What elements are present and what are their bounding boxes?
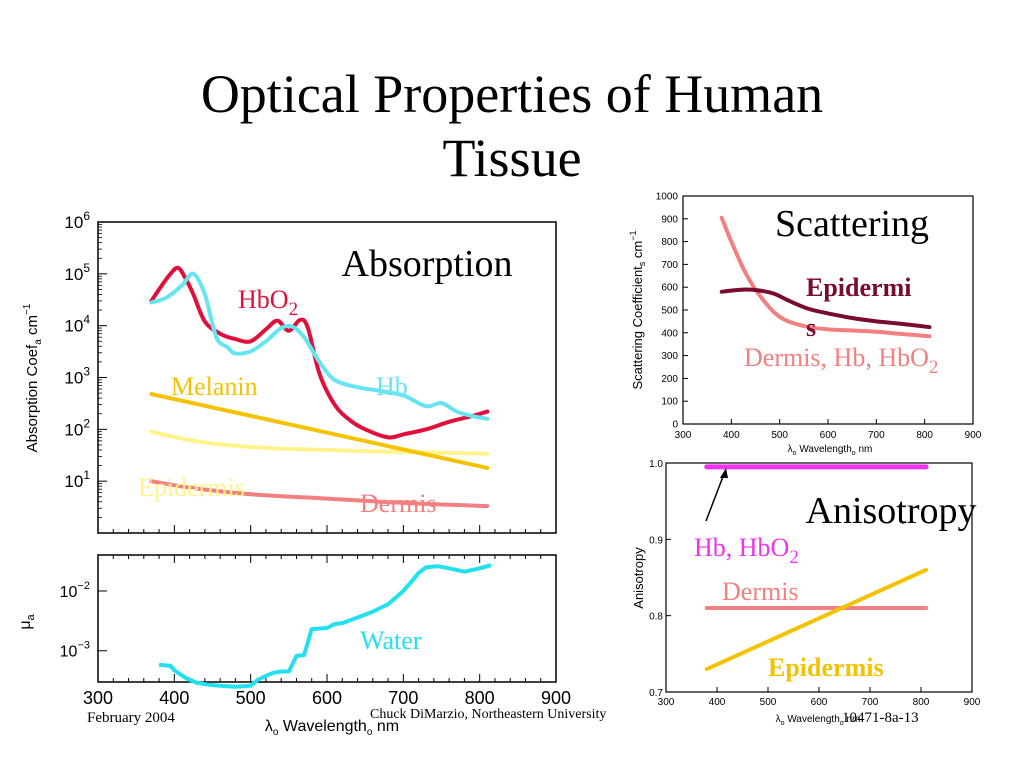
anisotropy-x-tick-label: 900 (964, 697, 981, 708)
series-line-hb (149, 271, 490, 421)
scattering-y-tick-label: 700 (661, 260, 678, 271)
water-x-tick-label: 500 (236, 688, 266, 708)
series-line-scatter-epidermis (719, 287, 932, 330)
scattering-y-axis-label: Scattering Coefficients cm−1 (628, 230, 647, 389)
series-line-scatter-dermis (719, 215, 932, 339)
absorption-chart: 106 105 104 103 102 101 Absorption Coefa cm−1 A… (22, 209, 557, 534)
scattering-y-tick-label: 1000 (656, 192, 679, 203)
water-y-tick-label: 10−2 (60, 580, 90, 601)
absorption-y-tick-label: 105 (64, 261, 90, 284)
water-x-tick-label: 700 (388, 688, 418, 708)
series-label-scatter-dermis: Dermis, Hb, HbO2 (744, 343, 938, 378)
anisotropy-y-tick-label: 0.9 (649, 535, 663, 546)
water-y-tick-label: 10−3 (60, 640, 90, 661)
absorption-y-tick-label: 103 (64, 365, 90, 388)
series-line-epidermis (149, 429, 490, 456)
series-line-dermis (149, 479, 490, 509)
series-label-scatter-epidermis-cont: s (806, 313, 816, 342)
water-x-tick-label: 300 (83, 688, 113, 708)
series-label-dermis: Dermis (360, 489, 437, 518)
scattering-x-tick-label: 300 (675, 430, 692, 441)
absorption-title: Absorption (342, 243, 513, 285)
scattering-x-tick-label: 900 (965, 430, 982, 441)
scattering-y-tick-label: 900 (661, 214, 678, 225)
footer-slide-id: 10471-8a-13 (842, 710, 919, 726)
series-line-aniso-epidermis (704, 567, 929, 672)
footer-date: February 2004 (87, 710, 175, 726)
series-line-water (158, 563, 492, 689)
absorption-y-tick-label: 104 (64, 313, 90, 336)
anisotropy-x-tick-label: 400 (709, 697, 726, 708)
anisotropy-x-tick-label: 300 (658, 697, 675, 708)
slide-title: Optical Properties of Human Tissue (0, 62, 1024, 190)
anisotropy-title: Anisotropy (806, 490, 977, 532)
anisotropy-x-tick-label: 800 (913, 697, 930, 708)
series-label-aniso-hb: Hb, HbO2 (694, 533, 799, 568)
scattering-title: Scattering (775, 203, 929, 245)
anisotropy-x-tick-label: 500 (760, 697, 777, 708)
water-x-axis-label: λo Wavelengtho nm (265, 718, 399, 738)
anisotropy-x-axis-label: λo Wavelengtho nm (776, 714, 861, 727)
series-label-hb: Hb (376, 372, 408, 401)
anisotropy-y-axis-label: Anisotropy (631, 547, 646, 609)
scattering-y-tick-label: 100 (661, 397, 678, 408)
anisotropy-x-tick-label: 700 (862, 697, 879, 708)
series-line-hbo2 (149, 265, 490, 440)
series-label-water: Water (360, 626, 422, 655)
scattering-y-tick-label: 400 (661, 328, 678, 339)
scattering-y-tick-label: 500 (661, 306, 678, 317)
series-label-aniso-epidermis: Epidermis (768, 653, 884, 682)
absorption-y-tick-label: 106 (64, 209, 90, 232)
scattering-x-tick-label: 600 (820, 430, 837, 441)
anisotropy-pointer-arrow (705, 473, 725, 522)
series-label-scatter-epidermis: Epidermi (806, 273, 911, 302)
anisotropy-pointer-arrowhead (720, 468, 728, 478)
slide-title-line1: Optical Properties of Human (200, 64, 824, 124)
scattering-x-axis-label: λo Wavelengtho nm (788, 444, 873, 457)
scattering-y-tick-label: 200 (661, 374, 678, 385)
anisotropy-y-tick-label: 0.8 (649, 612, 663, 623)
water-x-tick-label: 800 (465, 688, 495, 708)
series-label-hbo2: HbO2 (238, 285, 298, 320)
water-x-tick-label: 900 (541, 688, 571, 708)
series-label-epidermis: Epidermis (138, 473, 245, 502)
anisotropy-x-tick-label: 600 (811, 697, 828, 708)
anisotropy-y-tick-label: 1.0 (649, 459, 663, 470)
water-frame (97, 554, 557, 683)
series-line-melanin (149, 392, 490, 470)
absorption-y-tick-label: 102 (64, 416, 90, 439)
water-chart: 300 400 500 600 700 800 900 10−2 10−3 μa λo Wavele… (17, 554, 571, 738)
anisotropy-chart: 300 400 500 600 700 800 900 0.7 0.8 0.9 1.0 Anisotr… (631, 459, 981, 727)
water-x-tick-label: 600 (312, 688, 342, 708)
scattering-x-tick-label: 400 (723, 430, 740, 441)
series-label-aniso-dermis: Dermis (722, 577, 799, 606)
scattering-y-tick-label: 800 (661, 237, 678, 248)
water-x-tick-label: 400 (159, 688, 189, 708)
footer-author: Chuck DiMarzio, Northeastern University (370, 707, 607, 722)
absorption-y-axis-label: Absorption Coefa cm−1 (22, 303, 44, 452)
absorption-y-tick-label: 101 (64, 468, 90, 491)
slide-title-line2: Tissue (442, 128, 582, 188)
scattering-chart: 300 400 500 600 700 800 900 0 100 200 300 400 500 600… (628, 192, 982, 458)
scattering-x-tick-label: 800 (916, 430, 933, 441)
scattering-x-tick-label: 700 (868, 430, 885, 441)
scattering-y-tick-label: 0 (672, 420, 678, 431)
anisotropy-y-tick-label: 0.7 (649, 688, 663, 699)
series-label-melanin: Melanin (171, 372, 258, 401)
scattering-y-tick-label: 600 (661, 283, 678, 294)
scattering-y-tick-label: 300 (661, 351, 678, 362)
scattering-x-tick-label: 500 (771, 430, 788, 441)
water-y-axis-label: μa (17, 613, 37, 629)
